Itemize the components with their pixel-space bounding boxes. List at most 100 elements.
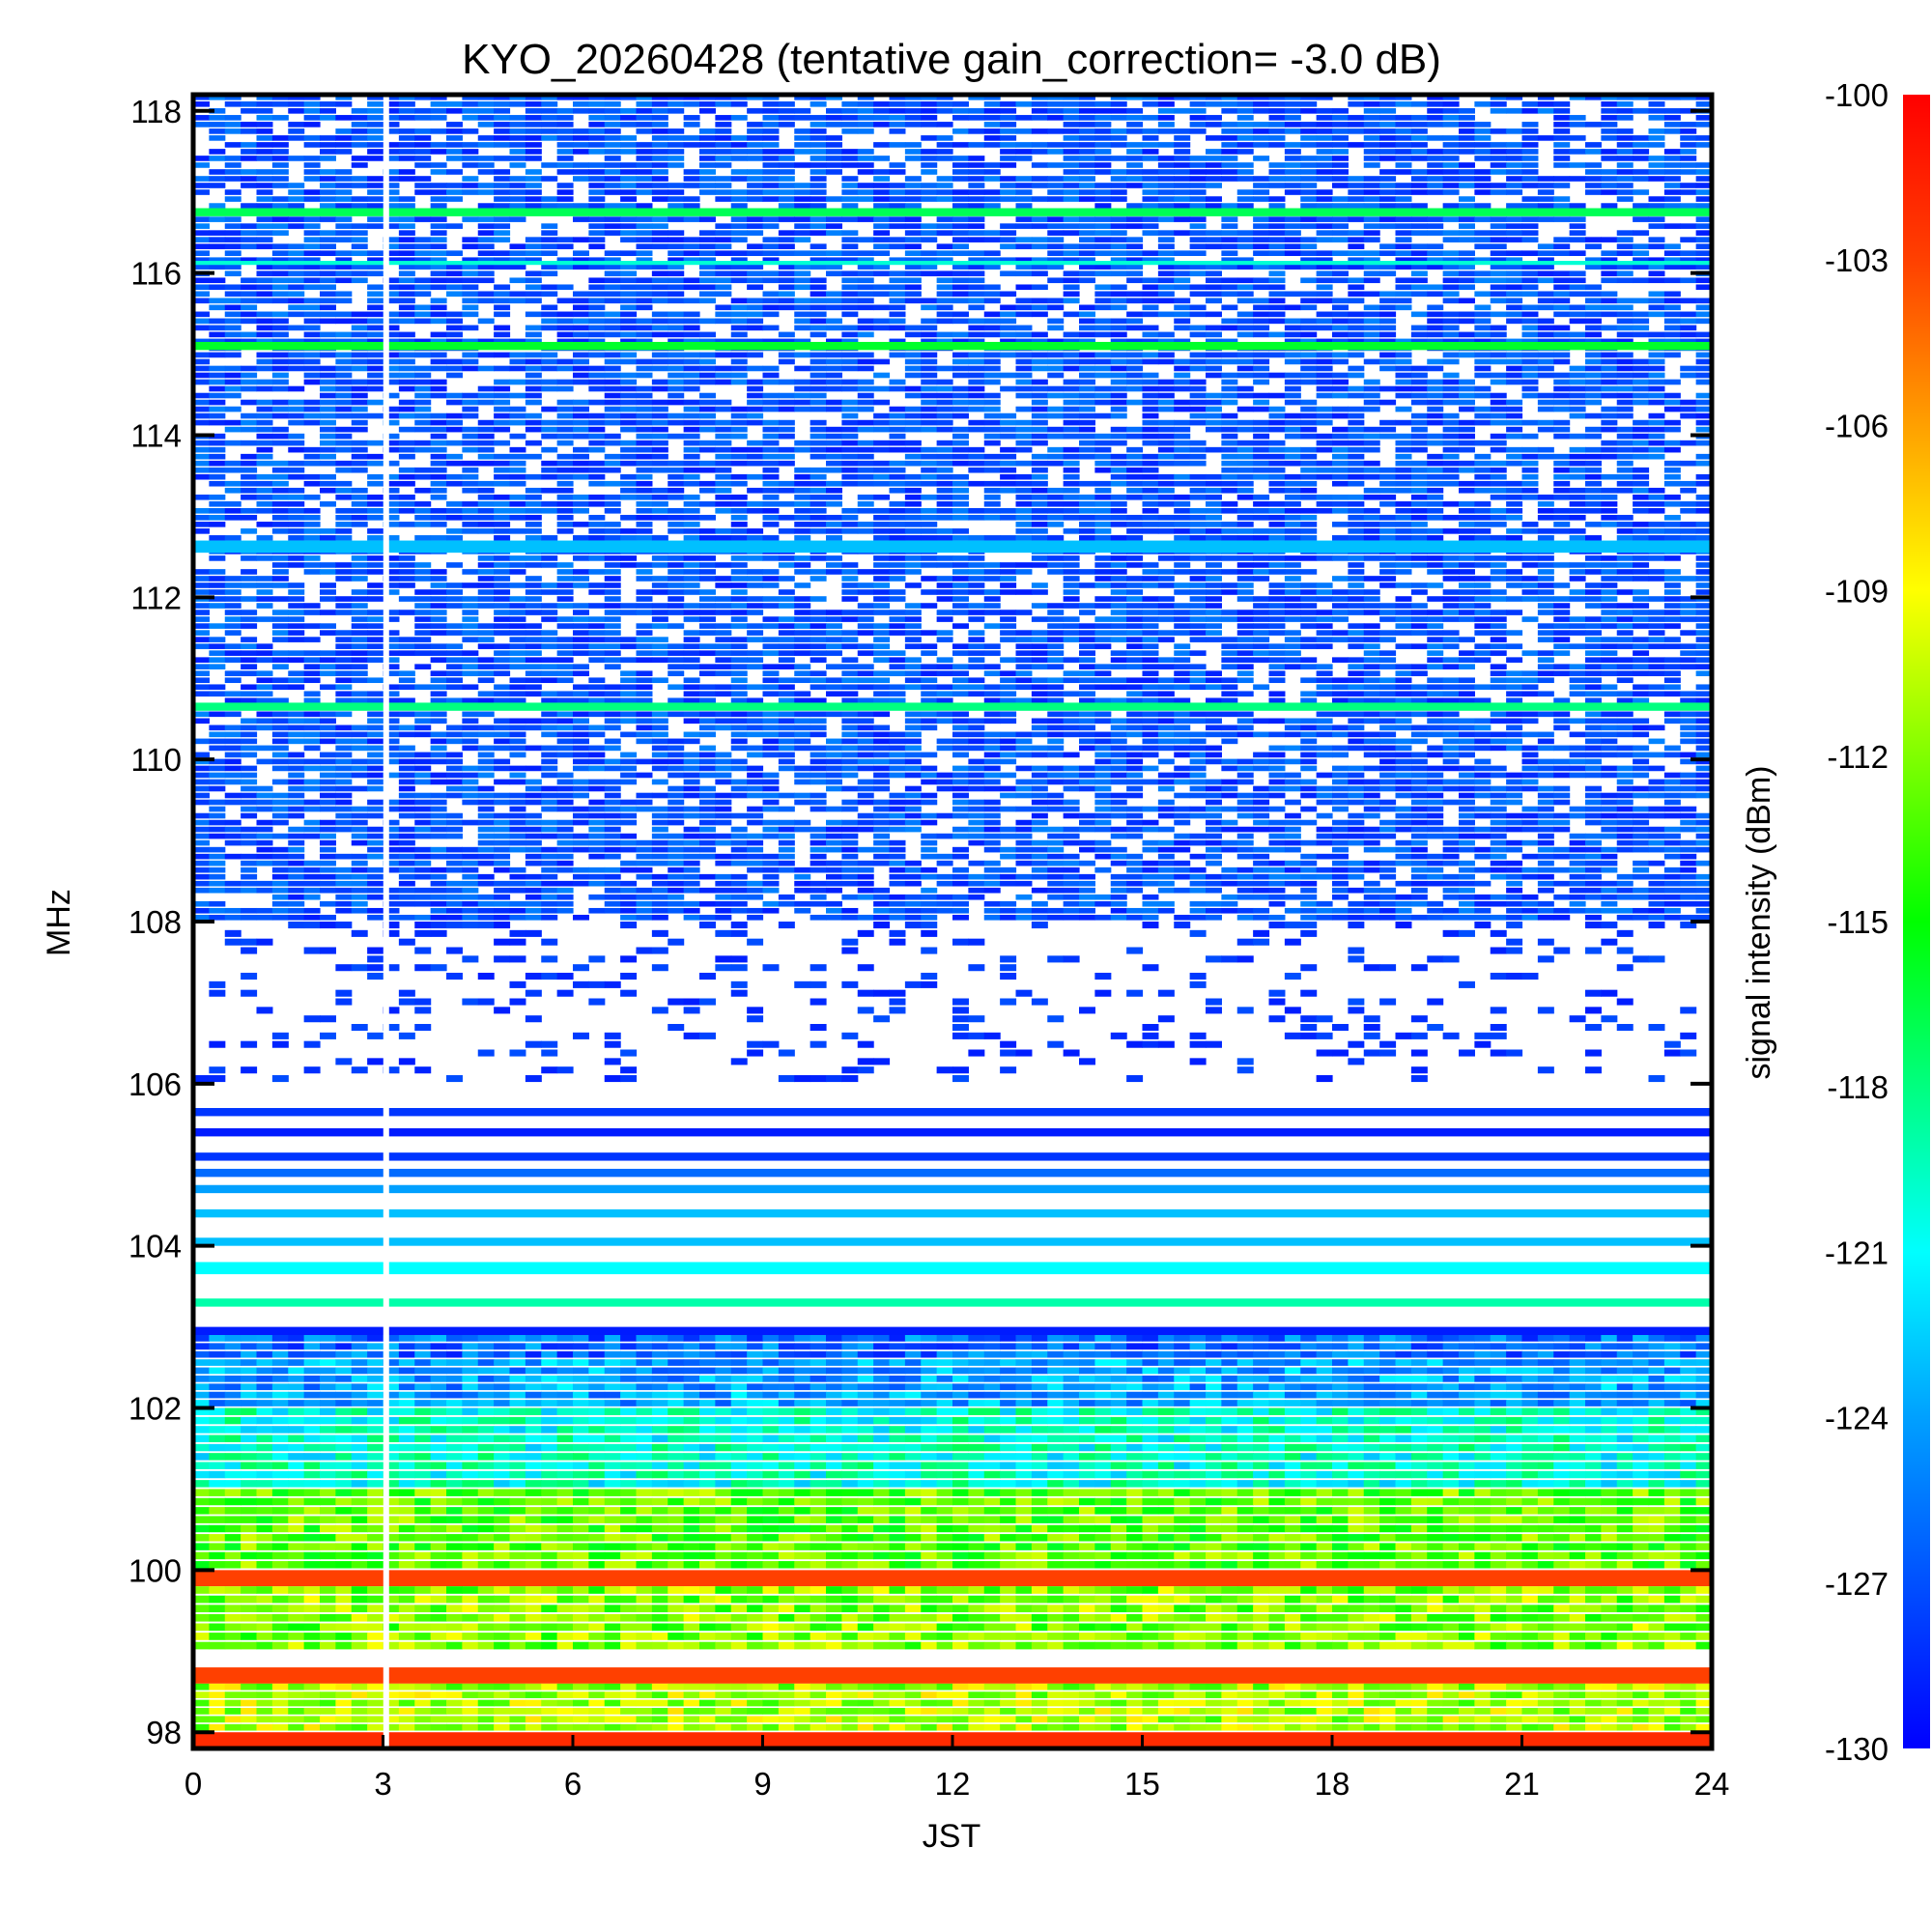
band-cell: [288, 243, 305, 249]
band-cell: [383, 515, 400, 521]
band-cell: [1490, 433, 1507, 440]
band-cell: [810, 223, 827, 229]
band-cell: [256, 508, 273, 514]
band-cell: [762, 338, 780, 345]
band-cell: [620, 419, 638, 426]
band-cell: [1553, 135, 1571, 141]
band-cell: [1236, 284, 1254, 291]
band-cell: [794, 515, 811, 521]
band-cell: [1601, 101, 1618, 107]
band-cell: [620, 122, 638, 128]
band-cell: [241, 453, 258, 460]
band-cell: [715, 372, 732, 379]
band-cell: [1459, 487, 1475, 494]
band-cell: [636, 508, 653, 514]
band-cell: [904, 298, 922, 304]
band-cell: [1206, 446, 1222, 453]
band-cell: [1427, 399, 1444, 406]
band-cell: [1094, 237, 1112, 242]
band-cell: [256, 311, 273, 318]
band-cell: [193, 115, 210, 121]
band-cell: [1663, 535, 1681, 541]
band-cell: [1063, 189, 1080, 195]
band-cell: [1094, 522, 1112, 527]
band-cell: [1284, 101, 1301, 107]
band-cell: [1031, 494, 1048, 500]
band-cell: [1142, 183, 1159, 188]
band-cell: [1284, 122, 1301, 128]
band-cell: [1506, 237, 1523, 242]
band-cell: [857, 453, 874, 460]
band-cell: [1015, 223, 1033, 229]
band-cell: [1379, 203, 1397, 209]
band-cell: [1236, 298, 1254, 304]
band-cell: [1047, 515, 1065, 521]
band-cell: [1348, 277, 1365, 284]
band-cell: [1395, 156, 1412, 161]
band-cell: [1063, 270, 1080, 277]
band-cell: [921, 535, 938, 541]
band-cell: [241, 149, 258, 155]
band-cell: [952, 237, 969, 242]
band-cell: [921, 183, 938, 188]
band-cell: [446, 291, 463, 298]
band-cell: [1236, 149, 1254, 155]
band-cell: [651, 291, 668, 298]
band-cell: [1569, 473, 1586, 480]
band-cell: [1585, 325, 1602, 331]
band-cell: [1569, 311, 1586, 318]
band-cell: [1663, 169, 1681, 175]
band-cell: [1633, 379, 1650, 385]
band-cell: [841, 453, 859, 460]
band-cell: [1015, 358, 1033, 365]
band-cell: [1395, 243, 1412, 249]
band-cell: [668, 467, 685, 473]
band-cell: [320, 440, 336, 446]
band-cell: [1047, 372, 1065, 379]
band-cell: [668, 358, 685, 365]
band-cell: [952, 399, 969, 406]
band-cell: [1300, 419, 1318, 426]
band-cell: [699, 392, 716, 399]
band-cell: [573, 365, 589, 372]
band-cell: [873, 399, 891, 406]
band-cell: [224, 270, 242, 277]
band-cell: [873, 460, 891, 467]
band-cell: [1189, 311, 1207, 318]
band-cell: [1268, 108, 1286, 114]
band-cell: [810, 494, 827, 500]
band-cell: [778, 291, 795, 298]
band-cell: [398, 237, 415, 242]
band-cell: [1601, 311, 1618, 318]
band-cell: [446, 128, 463, 134]
band-cell: [193, 216, 210, 222]
band-cell: [1553, 176, 1571, 182]
band-cell: [1063, 257, 1080, 264]
band-cell: [1126, 176, 1144, 182]
band-cell: [556, 365, 574, 372]
band-cell: [1410, 379, 1428, 385]
band-cell: [1221, 277, 1238, 284]
band-cell: [1316, 237, 1333, 242]
band-cell: [1236, 392, 1254, 399]
band-cell: [1648, 487, 1665, 494]
band-cell: [968, 358, 985, 365]
band-cell: [1601, 169, 1618, 175]
band-cell: [271, 156, 289, 161]
band-cell: [1537, 203, 1554, 209]
band-cell: [209, 298, 226, 304]
band-cell: [1094, 291, 1112, 298]
band-cell: [1126, 216, 1144, 222]
band-cell: [1063, 331, 1080, 338]
band-cell: [1585, 304, 1602, 311]
band-cell: [1268, 270, 1286, 277]
band-cell: [1616, 453, 1634, 460]
band-cell: [1079, 257, 1095, 264]
band-cell: [1174, 196, 1191, 202]
band-cell: [889, 379, 906, 385]
band-cell: [762, 270, 780, 277]
band-cell: [983, 169, 1001, 175]
band-cell: [983, 406, 1001, 412]
band-cell: [1094, 352, 1112, 358]
band-cell: [730, 237, 748, 242]
